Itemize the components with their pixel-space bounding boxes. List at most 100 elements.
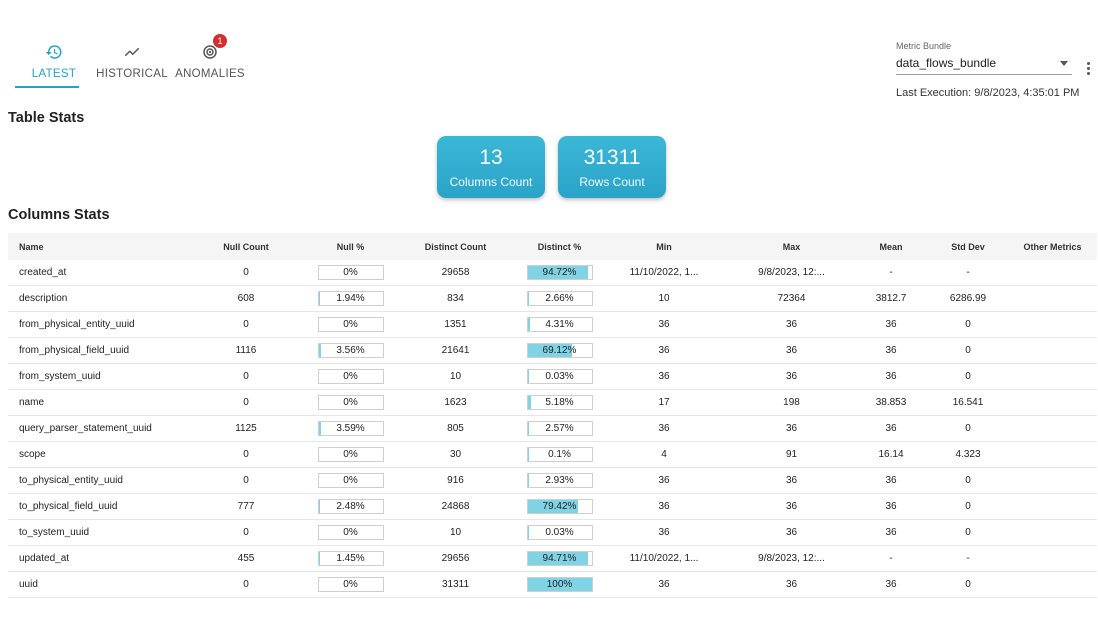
metric-bundle-label: Metric Bundle: [896, 41, 952, 51]
header-min[interactable]: Min: [599, 233, 729, 260]
null-count: 777: [182, 493, 310, 520]
header-other-metrics[interactable]: Other Metrics: [1008, 233, 1097, 260]
mean-value: 36: [854, 493, 928, 520]
table-row: to_physical_field_uuid 777 2.48% 24868 79.42…: [8, 493, 1097, 520]
other-metrics: [1008, 260, 1097, 286]
other-metrics: [1008, 363, 1097, 390]
rows-count-label: Rows Count: [579, 175, 645, 189]
distinct-pct-bar-fill: [527, 526, 529, 539]
distinct-count: 805: [391, 415, 520, 442]
null-pct-cell: 0%: [310, 389, 391, 416]
null-pct-bar: 0%: [317, 395, 384, 410]
last-execution: Last Execution: 9/8/2023, 4:35:01 PM: [896, 87, 1080, 99]
tab-latest[interactable]: LATEST: [15, 38, 93, 88]
mean-value: 36: [854, 571, 928, 598]
table-row: to_physical_entity_uuid 0 0% 916 2.93% 36 36 36…: [8, 467, 1097, 494]
other-metrics: [1008, 493, 1097, 520]
other-metrics: [1008, 571, 1097, 598]
null-count: 455: [182, 545, 310, 572]
distinct-pct-cell: 0.1%: [520, 441, 599, 468]
null-count: 0: [182, 311, 310, 338]
null-count: 0: [182, 519, 310, 546]
table-row: from_physical_field_uuid 1116 3.56% 21641 69…: [8, 337, 1097, 364]
null-count: 608: [182, 285, 310, 312]
column-name: from_physical_field_uuid: [8, 337, 182, 364]
mean-value: 38.853: [854, 389, 928, 416]
tab-anomalies[interactable]: 1 ANOMALIES: [171, 34, 249, 88]
distinct-count: 1623: [391, 389, 520, 416]
column-name: from_system_uuid: [8, 363, 182, 390]
header-name[interactable]: Name: [8, 233, 182, 260]
trend-line-icon: [123, 41, 141, 63]
header-null-pct[interactable]: Null %: [310, 233, 391, 260]
distinct-pct-text: 0.03%: [545, 371, 574, 382]
max-value: 36: [729, 363, 854, 390]
std-dev-value: 6286.99: [928, 285, 1008, 312]
tab-historical[interactable]: HISTORICAL: [93, 38, 171, 88]
null-pct-bar: 0%: [317, 317, 384, 332]
header-null-count[interactable]: Null Count: [182, 233, 310, 260]
null-pct-cell: 0%: [310, 311, 391, 338]
std-dev-value: 0: [928, 519, 1008, 546]
distinct-pct-bar: 69.12%: [526, 343, 593, 358]
null-pct-bar: 2.48%: [317, 499, 384, 514]
min-value: 36: [599, 363, 729, 390]
column-name: to_physical_field_uuid: [8, 493, 182, 520]
mean-value: 36: [854, 337, 928, 364]
null-count: 0: [182, 260, 310, 286]
null-pct-cell: 3.56%: [310, 337, 391, 364]
null-pct-cell: 1.94%: [310, 285, 391, 312]
header-mean[interactable]: Mean: [854, 233, 928, 260]
min-value: 36: [599, 311, 729, 338]
null-pct-bar-fill: [318, 552, 320, 565]
distinct-pct-cell: 79.42%: [520, 493, 599, 520]
distinct-pct-bar: 100%: [526, 577, 593, 592]
min-value: 17: [599, 389, 729, 416]
min-value: 11/10/2022, 1...: [599, 260, 729, 286]
distinct-pct-bar-fill: [527, 474, 530, 487]
distinct-pct-bar-fill: [527, 266, 589, 279]
max-value: 36: [729, 415, 854, 442]
table-row: query_parser_statement_uuid 1125 3.59% 805 2…: [8, 415, 1097, 442]
null-pct-cell: 0%: [310, 467, 391, 494]
distinct-pct-cell: 100%: [520, 571, 599, 598]
distinct-pct-text: 2.66%: [545, 293, 574, 304]
null-pct-text: 1.94%: [336, 293, 365, 304]
mean-value: 36: [854, 363, 928, 390]
header-std-dev[interactable]: Std Dev: [928, 233, 1008, 260]
distinct-pct-text: 0.1%: [548, 449, 571, 460]
radar-icon: 1: [201, 34, 227, 63]
header-distinct-pct[interactable]: Distinct %: [520, 233, 599, 260]
metric-bundle-dropdown[interactable]: data_flows_bundle: [896, 56, 1072, 75]
distinct-pct-text: 94.71%: [542, 553, 577, 564]
distinct-pct-cell: 4.31%: [520, 311, 599, 338]
mean-value: 36: [854, 311, 928, 338]
max-value: 9/8/2023, 12:...: [729, 545, 854, 572]
distinct-count: 30: [391, 441, 520, 468]
column-name: uuid: [8, 571, 182, 598]
distinct-count: 834: [391, 285, 520, 312]
mean-value: 36: [854, 467, 928, 494]
header-max[interactable]: Max: [729, 233, 854, 260]
distinct-count: 21641: [391, 337, 520, 364]
null-pct-text: 0%: [343, 527, 358, 538]
distinct-pct-bar: 2.57%: [526, 421, 593, 436]
min-value: 10: [599, 285, 729, 312]
distinct-pct-bar-fill: [527, 552, 589, 565]
null-pct-text: 3.59%: [336, 423, 365, 434]
columns-stats-title: Columns Stats: [8, 207, 110, 223]
columns-count-card: 13 Columns Count: [437, 136, 545, 198]
distinct-pct-bar-fill: [527, 370, 529, 383]
distinct-pct-text: 100%: [546, 579, 573, 590]
std-dev-value: 0: [928, 363, 1008, 390]
header-distinct-count[interactable]: Distinct Count: [391, 233, 520, 260]
table-header-row: Name Null Count Null % Distinct Count Di…: [8, 233, 1097, 260]
min-value: 36: [599, 415, 729, 442]
null-pct-cell: 0%: [310, 441, 391, 468]
rows-count-value: 31311: [583, 146, 641, 169]
more-options-icon[interactable]: [1087, 62, 1090, 75]
columns-count-value: 13: [479, 146, 503, 169]
distinct-count: 10: [391, 519, 520, 546]
std-dev-value: 0: [928, 467, 1008, 494]
distinct-pct-text: 4.31%: [545, 319, 574, 330]
